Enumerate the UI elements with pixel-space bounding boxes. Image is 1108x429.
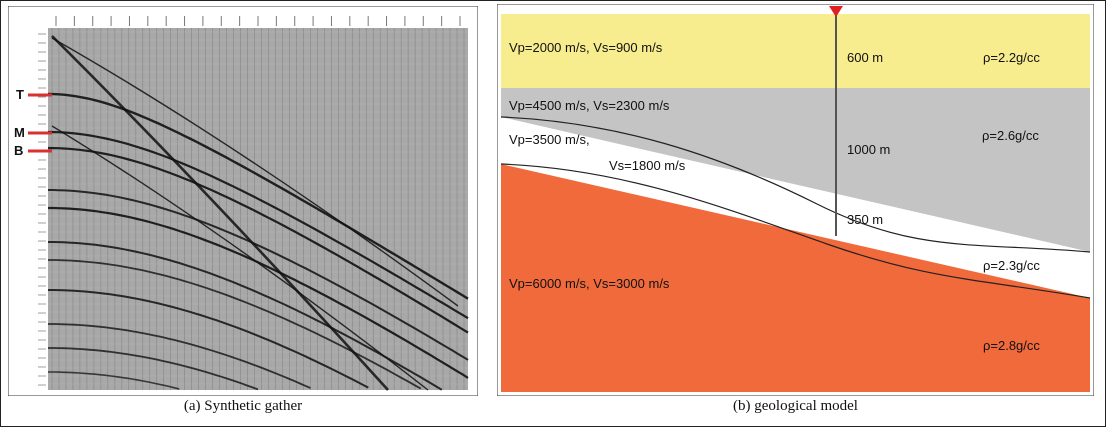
horizon-marker-m: M <box>14 125 52 140</box>
reflection-event <box>48 241 443 391</box>
horizon-marker-b: B <box>14 143 52 158</box>
source-marker-icon <box>829 6 843 17</box>
gather-reflection-events <box>47 35 469 391</box>
synthetic-gather-panel: T M B <box>8 6 478 396</box>
layer-4-density-label: ρ=2.8g/cc <box>983 338 1040 353</box>
horizon-label-b: B <box>14 143 23 158</box>
layer-2-density-label: ρ=2.6g/cc <box>982 128 1039 143</box>
direct-arrival <box>51 37 459 307</box>
interface-top-layer-4 <box>500 163 1091 299</box>
layer-4-velocity-label: Vp=6000 m/s, Vs=3000 m/s <box>509 276 670 291</box>
layer-1-velocity-label: Vp=2000 m/s, Vs=900 m/s <box>509 40 663 55</box>
layer-1-fill <box>501 14 1090 88</box>
layer-3-thickness-label: 350 m <box>847 212 883 227</box>
layer-1-density-label: ρ=2.2g/cc <box>983 50 1040 65</box>
reflection-event <box>47 130 469 320</box>
direct-arrival <box>51 35 389 391</box>
layer-2-fill <box>501 88 1090 252</box>
layer-2-thickness-label: 1000 m <box>847 142 890 157</box>
layer-1-thickness-label: 600 m <box>847 50 883 65</box>
interface-top-layer-3 <box>500 116 1091 253</box>
gather-left-axis-ticks <box>38 33 46 386</box>
horizon-label-m: M <box>14 125 25 140</box>
reflection-event <box>48 289 369 389</box>
layer-3-velocity-label-line2: Vs=1800 m/s <box>609 158 686 173</box>
reflection-event <box>48 259 422 390</box>
reflection-event <box>48 189 469 361</box>
horizon-marker-t: T <box>16 87 52 102</box>
layer-3-velocity-label-line1: Vp=3500 m/s, <box>509 132 590 147</box>
reflection-event <box>48 371 180 390</box>
layer-2-velocity-label: Vp=4500 m/s, Vs=2300 m/s <box>509 98 670 113</box>
layer-4-fill <box>501 164 1090 392</box>
direct-arrival <box>51 125 429 391</box>
layer-3-fill <box>501 117 1090 298</box>
caption-synthetic-gather: (a) Synthetic gather <box>183 398 303 414</box>
layer-3-density-label: ρ=2.3g/cc <box>983 258 1040 273</box>
reflection-event <box>48 347 259 391</box>
reflection-event <box>47 146 469 334</box>
geological-model-panel: Vp=2000 m/s, Vs=900 m/s 600 m ρ=2.2g/cc … <box>497 4 1094 396</box>
gather-top-axis-ticks <box>55 16 461 26</box>
reflection-event <box>47 92 469 300</box>
horizon-label-t: T <box>16 87 24 102</box>
reflection-event <box>48 323 311 389</box>
caption-geological-model: (b) geological model <box>733 398 858 414</box>
